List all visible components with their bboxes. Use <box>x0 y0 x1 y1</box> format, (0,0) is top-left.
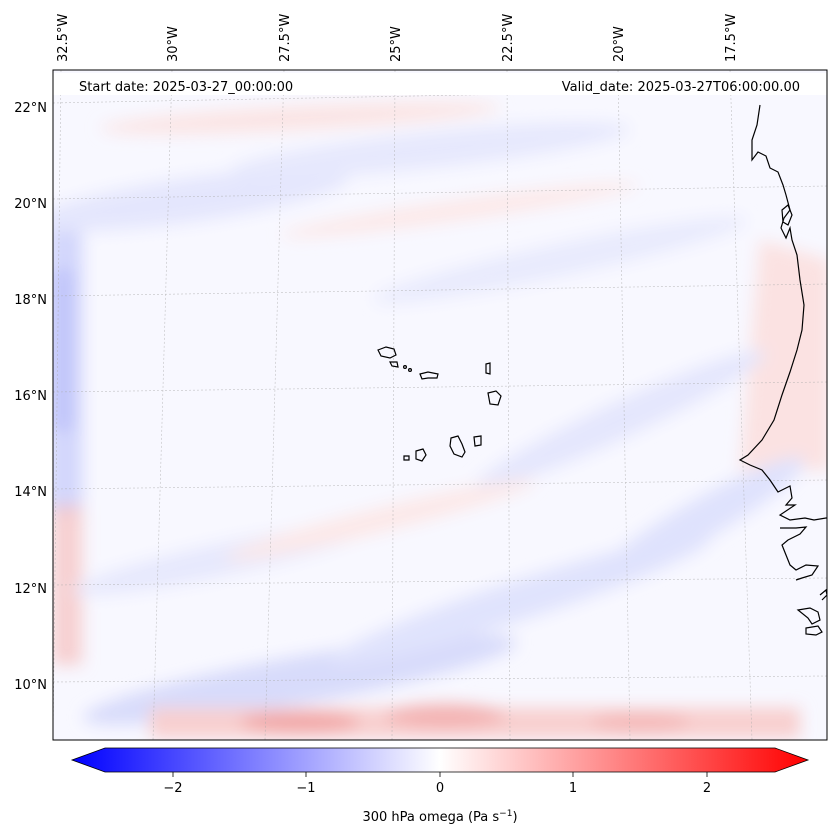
lon-label-32-5w: 32.5°W <box>56 14 71 62</box>
lat-label-18n: 18°N <box>14 293 47 308</box>
colorbar: −2 −1 0 1 2 300 hPa omega (Pa s−1) <box>70 747 810 825</box>
map-frame <box>52 69 828 741</box>
colorbar-tick-0: 0 <box>436 781 444 796</box>
omega-field <box>53 70 827 740</box>
lat-label-14n: 14°N <box>14 485 47 500</box>
header-strip <box>53 73 827 95</box>
graticule <box>53 70 827 740</box>
colorbar-label: 300 hPa omega (Pa s−1) <box>362 809 517 825</box>
lat-label-16n: 16°N <box>14 389 47 404</box>
colorbar-tick-neg1: −1 <box>296 781 315 796</box>
lat-label-20n: 20°N <box>14 197 47 212</box>
colorbar-gradient <box>70 747 810 773</box>
lon-label-30w: 30°W <box>166 26 181 62</box>
longitude-labels: 32.5°W 30°W 27.5°W 25°W 22.5°W 20°W 17.5… <box>56 14 739 62</box>
lat-label-10n: 10°N <box>14 678 47 693</box>
lon-label-22-5w: 22.5°W <box>501 14 516 62</box>
colorbar-tick-1: 1 <box>569 781 577 796</box>
lon-label-27-5w: 27.5°W <box>278 14 293 62</box>
lon-label-17-5w: 17.5°W <box>724 14 739 62</box>
valid-date-label: Valid_date: 2025-03-27T06:00:00.00 <box>562 80 800 95</box>
colorbar-ticks <box>172 772 708 777</box>
colorbar-tick-2: 2 <box>703 781 711 796</box>
start-date-label: Start date: 2025-03-27_00:00:00 <box>79 80 293 95</box>
lat-label-12n: 12°N <box>14 582 47 597</box>
omega-shading <box>53 102 827 738</box>
lat-label-22n: 22°N <box>14 101 47 116</box>
colorbar-tick-neg2: −2 <box>163 781 182 796</box>
latitude-labels: 22°N 20°N 18°N 16°N 14°N 12°N 10°N <box>14 101 47 693</box>
lon-label-25w: 25°W <box>389 26 404 62</box>
lon-label-20w: 20°W <box>612 26 627 62</box>
cape-verde-islands <box>377 346 502 462</box>
